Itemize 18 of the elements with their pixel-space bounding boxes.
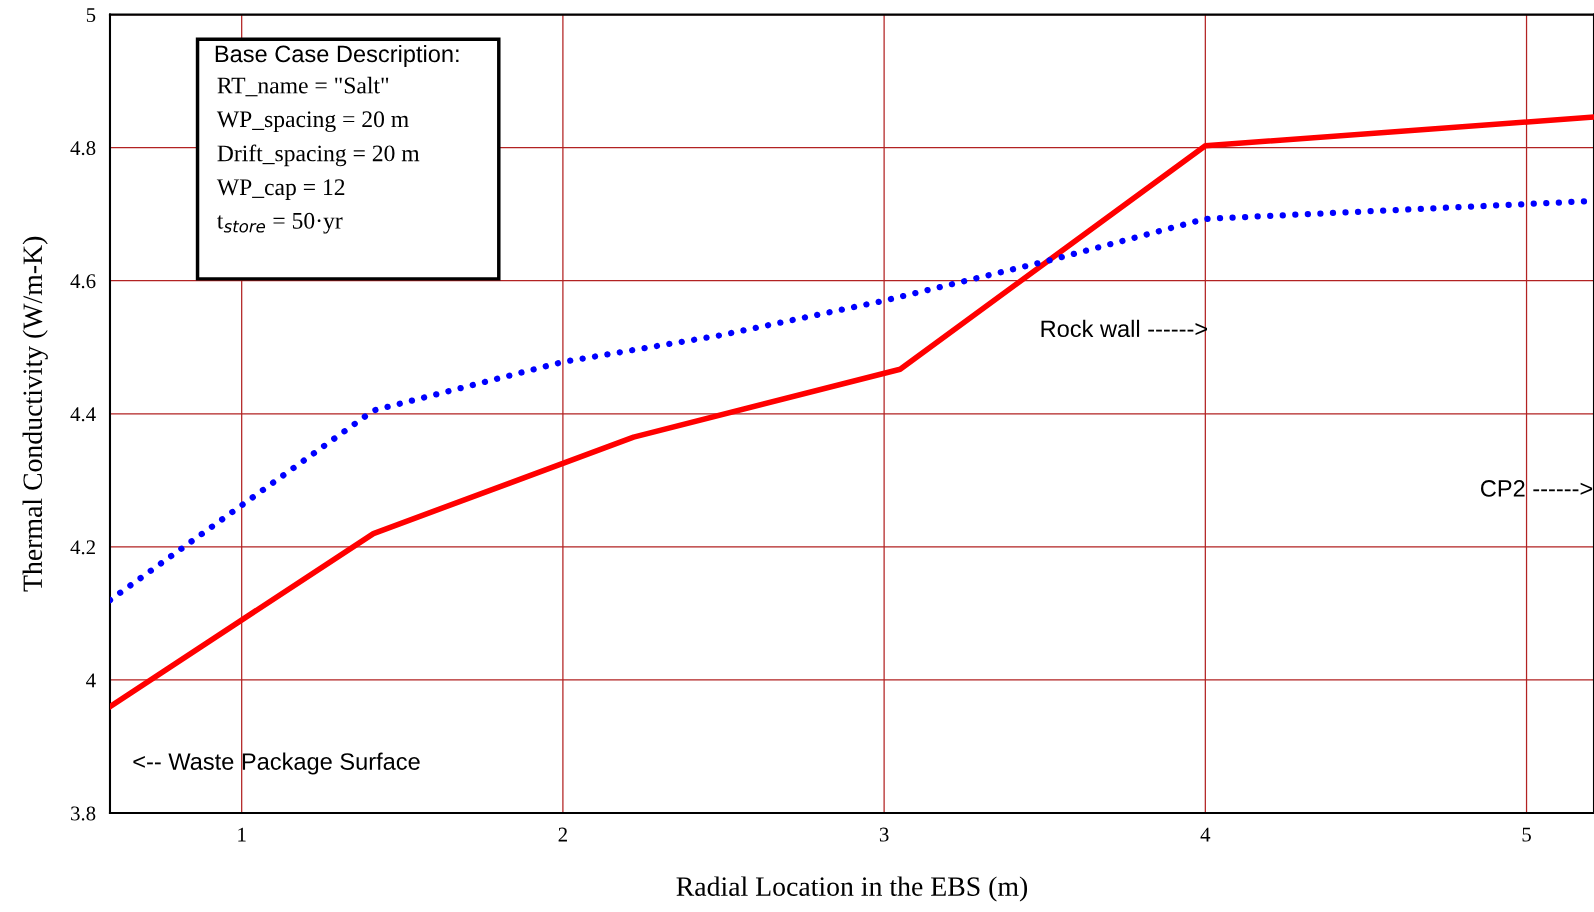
y-tick-label: 4.6 xyxy=(70,274,96,289)
x-tick-label: 3 xyxy=(879,827,889,842)
y-tick-label: 5 xyxy=(86,8,96,23)
x-tick-label: 1 xyxy=(238,827,246,842)
annotation: Base Case Description: xyxy=(215,44,459,67)
x-tick-label: 4 xyxy=(1200,827,1211,842)
y-tick-label: 4 xyxy=(86,673,96,688)
y-tick-label: 3.8 xyxy=(71,806,96,821)
y-tick-label: 4.4 xyxy=(70,407,96,422)
y-tick-label: 4.8 xyxy=(70,141,96,156)
x-tick-label: 5 xyxy=(1522,827,1531,842)
x-tick-label: 2 xyxy=(558,827,567,842)
x-axis-title: Radial Location in the EBS (m) xyxy=(676,876,1028,902)
y-tick-label: 4.2 xyxy=(70,540,95,555)
annotation: CP2 ------> xyxy=(1481,480,1593,497)
annotation: <-- Waste Package Surface xyxy=(133,752,420,775)
annotation: RT_name = "Salt" WP_spacing = 20 m Drift_spacing = 20 m WP_cap = 12 t$_{store}$ = 50·yr xyxy=(216,76,420,234)
y-axis-title: Thermal Conductivity (W/m-K) xyxy=(22,236,48,592)
